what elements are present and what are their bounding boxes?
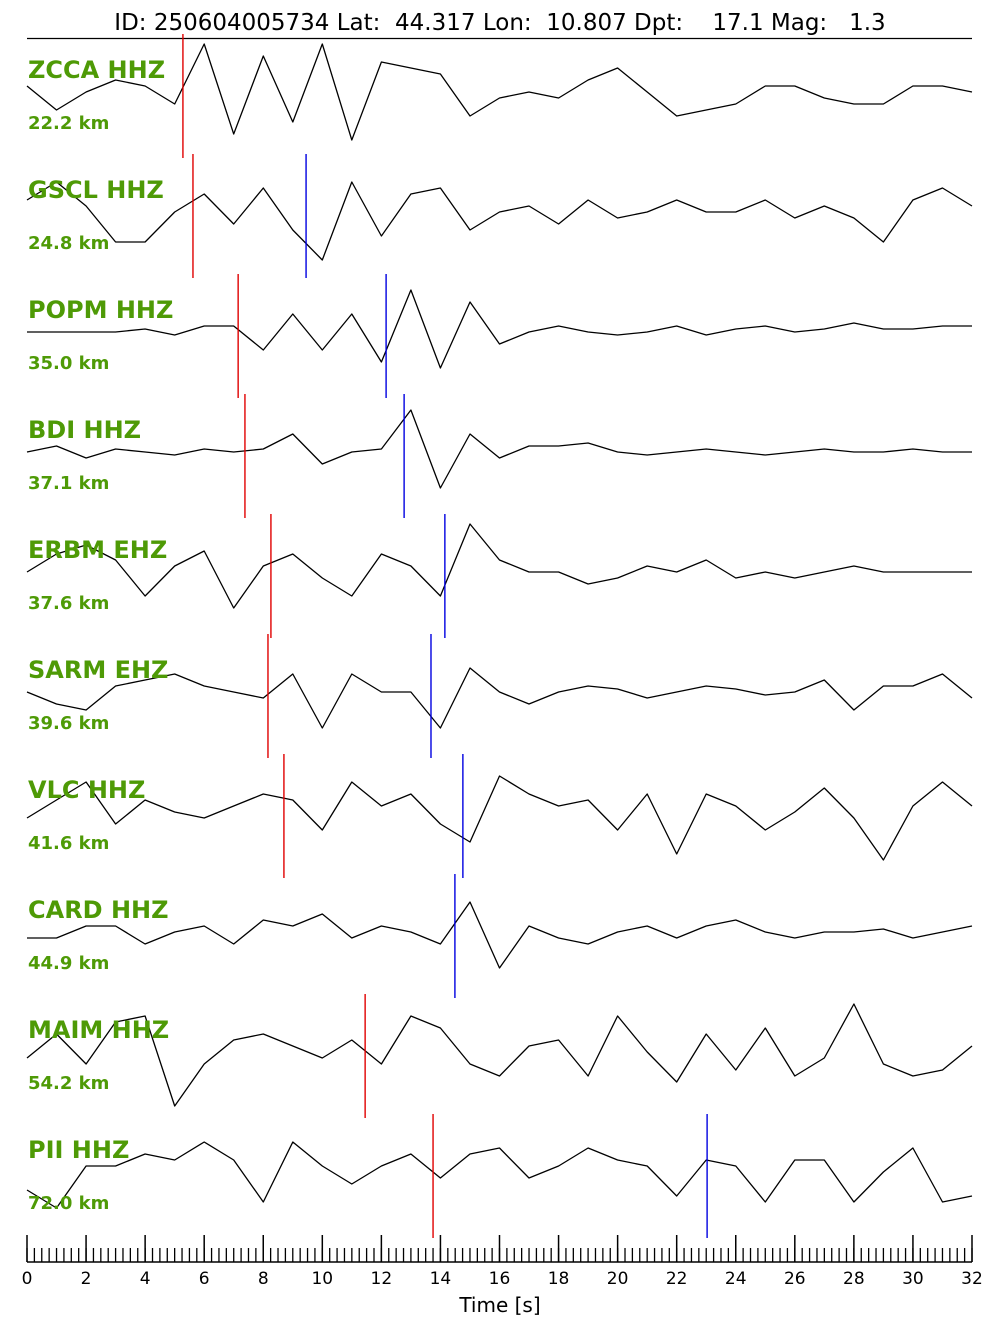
x-tick-label: 32 <box>961 1269 983 1289</box>
station-name: ERBM EHZ <box>28 536 167 564</box>
station-distance: 41.6 km <box>28 833 109 854</box>
x-tick-label: 10 <box>311 1269 333 1289</box>
x-tick-label: 6 <box>199 1269 210 1289</box>
x-tick-label: 26 <box>784 1269 806 1289</box>
waveform <box>26 409 972 489</box>
waveform <box>27 901 973 969</box>
station-name: VLC HHZ <box>28 776 145 804</box>
x-tick-label: 2 <box>81 1269 92 1289</box>
station-distance: 44.9 km <box>28 953 109 974</box>
x-tick-label: 18 <box>548 1269 570 1289</box>
waveform <box>27 289 972 369</box>
x-tick-label: 8 <box>258 1269 269 1289</box>
station-name: PII HHZ <box>28 1136 129 1164</box>
x-tick-label: 20 <box>607 1269 629 1289</box>
station-distance: 37.6 km <box>28 593 109 614</box>
station-distance: 72.0 km <box>28 1193 109 1214</box>
station-distance: 54.2 km <box>28 1073 109 1094</box>
station-name: MAIM HHZ <box>28 1016 169 1044</box>
x-tick-label: 16 <box>489 1269 511 1289</box>
waveform <box>26 667 973 729</box>
x-tick-label: 22 <box>666 1269 688 1289</box>
x-tick-label: 4 <box>140 1269 151 1289</box>
waveform <box>26 43 973 141</box>
station-name: GSCL HHZ <box>28 176 164 204</box>
station-name: CARD HHZ <box>28 896 169 924</box>
x-tick-label: 0 <box>22 1269 33 1289</box>
station-name: BDI HHZ <box>28 416 141 444</box>
waveform <box>26 181 973 261</box>
chart-title: ID: 250604005734 Lat: 44.317 Lon: 10.807… <box>114 10 885 36</box>
waveform <box>26 1141 973 1209</box>
waveform <box>26 1003 973 1107</box>
station-distance: 39.6 km <box>28 713 109 734</box>
station-distance: 24.8 km <box>28 233 109 254</box>
station-distance: 22.2 km <box>28 113 109 134</box>
station-distance: 35.0 km <box>28 353 109 374</box>
waveform <box>26 523 972 609</box>
station-name: POPM HHZ <box>28 296 173 324</box>
x-tick-label: 12 <box>371 1269 393 1289</box>
x-tick-label: 24 <box>725 1269 747 1289</box>
x-tick-label: 28 <box>843 1269 865 1289</box>
station-name: ZCCA HHZ <box>28 56 165 84</box>
x-axis-label: Time [s] <box>458 1293 540 1317</box>
waveform <box>26 775 973 861</box>
station-distance: 37.1 km <box>28 473 109 494</box>
x-tick-label: 30 <box>902 1269 924 1289</box>
station-name: SARM EHZ <box>28 656 168 684</box>
x-tick-label: 14 <box>430 1269 452 1289</box>
